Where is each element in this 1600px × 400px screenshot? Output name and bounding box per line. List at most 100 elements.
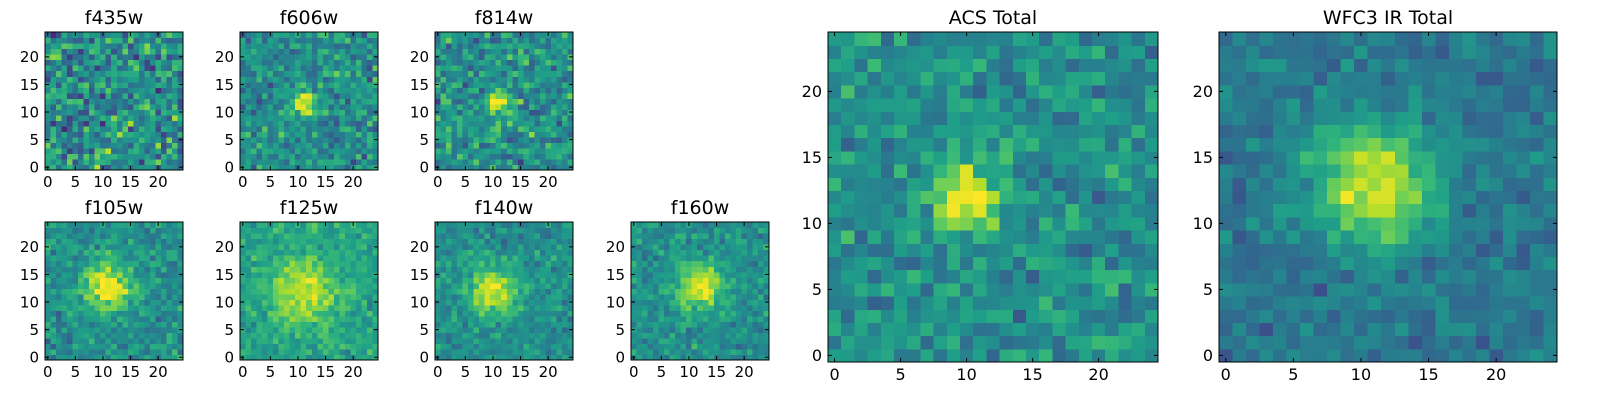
heatmap-cell <box>122 271 129 278</box>
heatmap-cell <box>1144 322 1159 337</box>
heatmap-cell <box>100 136 107 143</box>
heatmap-cell <box>446 332 453 339</box>
heatmap-cell <box>322 293 329 300</box>
heatmap-cell <box>251 158 258 166</box>
heatmap-cell <box>278 332 285 339</box>
heatmap-cell <box>295 54 302 61</box>
heatmap-cell <box>262 271 269 278</box>
heatmap-cell <box>484 277 491 284</box>
heatmap-cell <box>100 158 107 166</box>
heatmap-cell <box>256 304 263 311</box>
heatmap-cell <box>757 227 765 234</box>
x-tick-label: 5 <box>461 173 471 191</box>
heatmap-cell <box>523 271 530 278</box>
heatmap-cell <box>328 288 335 295</box>
heatmap-cell <box>177 238 184 245</box>
heatmap-cell <box>160 131 168 138</box>
heatmap-cell <box>534 65 541 72</box>
heatmap-cell <box>45 260 52 267</box>
heatmap-cell <box>328 70 335 77</box>
heatmap-cell <box>636 332 643 339</box>
heatmap-cell <box>495 164 502 171</box>
heatmap-cell <box>512 153 519 160</box>
heatmap-cell <box>534 142 541 149</box>
heatmap-cell <box>907 190 921 205</box>
heatmap-cell <box>550 293 558 300</box>
heatmap-cell <box>372 87 379 94</box>
heatmap-cell <box>719 282 726 289</box>
heatmap-cell <box>122 114 129 121</box>
heatmap-cell <box>539 92 546 99</box>
heatmap-cell <box>83 54 90 61</box>
heatmap-cell <box>322 277 329 284</box>
heatmap-cell <box>306 293 313 300</box>
heatmap-cell <box>735 233 742 240</box>
heatmap-cell <box>561 282 569 289</box>
heatmap-cell <box>144 43 151 50</box>
heatmap-cell <box>177 315 184 322</box>
heatmap-cell <box>273 249 280 256</box>
heatmap-cell <box>245 114 252 121</box>
heatmap-cell <box>300 233 307 240</box>
heatmap-cell <box>273 315 280 322</box>
heatmap-cell <box>479 310 486 317</box>
heatmap-cell <box>45 343 52 350</box>
heatmap-cell <box>457 282 464 289</box>
heatmap-cell <box>138 332 145 339</box>
heatmap-cell <box>1012 309 1027 323</box>
heatmap-cell <box>295 260 302 267</box>
y-tick-label: 10 <box>215 293 234 311</box>
heatmap-cell <box>479 348 486 356</box>
heatmap-cell <box>528 76 535 83</box>
heatmap-cell <box>138 131 145 138</box>
heatmap-cell <box>686 326 693 333</box>
heatmap-cell <box>702 227 709 234</box>
heatmap-cell <box>1092 269 1106 284</box>
heatmap-cell <box>350 266 357 273</box>
heatmap-cell <box>256 81 263 88</box>
heatmap-cell <box>295 114 302 121</box>
heatmap-cell <box>344 348 351 356</box>
heatmap-cell <box>89 337 96 345</box>
heatmap-cell <box>56 354 63 361</box>
heatmap-cell <box>366 348 374 356</box>
heatmap-cell <box>523 59 530 66</box>
heatmap-cell <box>333 136 340 143</box>
heatmap-cell <box>311 315 318 322</box>
heatmap-cell <box>675 249 682 256</box>
heatmap-cell <box>289 65 296 72</box>
heatmap-cell <box>539 114 546 121</box>
heatmap-cell <box>127 98 134 105</box>
heatmap-cell <box>50 65 57 72</box>
heatmap-cell <box>1039 282 1053 297</box>
heatmap-cell <box>473 43 480 50</box>
heatmap-cell <box>446 260 453 267</box>
heatmap-cell <box>100 37 107 44</box>
heatmap-cell <box>122 244 129 251</box>
heatmap-cell <box>828 243 842 257</box>
heatmap-cell <box>251 354 258 361</box>
heatmap-cell <box>451 321 458 328</box>
heatmap-cell <box>111 59 118 66</box>
heatmap-cell <box>306 260 313 267</box>
heatmap-cell <box>311 37 318 44</box>
heatmap-cell <box>61 315 68 322</box>
heatmap-cell <box>267 142 274 149</box>
heatmap-cell <box>89 125 96 132</box>
heatmap-cell <box>946 177 961 191</box>
heatmap-cell <box>468 153 475 160</box>
heatmap-cell <box>366 142 374 149</box>
heatmap-cell <box>894 282 908 297</box>
heatmap-cell <box>251 43 258 50</box>
heatmap-cell <box>457 326 464 333</box>
heatmap-cell <box>262 348 269 356</box>
heatmap-cell <box>138 92 145 99</box>
heatmap-cell <box>631 238 638 245</box>
heatmap-cell <box>746 238 754 245</box>
heatmap-cell <box>267 238 274 245</box>
y-tick-label: 5 <box>615 321 625 339</box>
heatmap-cell <box>561 299 569 306</box>
heatmap-cell <box>127 120 134 127</box>
